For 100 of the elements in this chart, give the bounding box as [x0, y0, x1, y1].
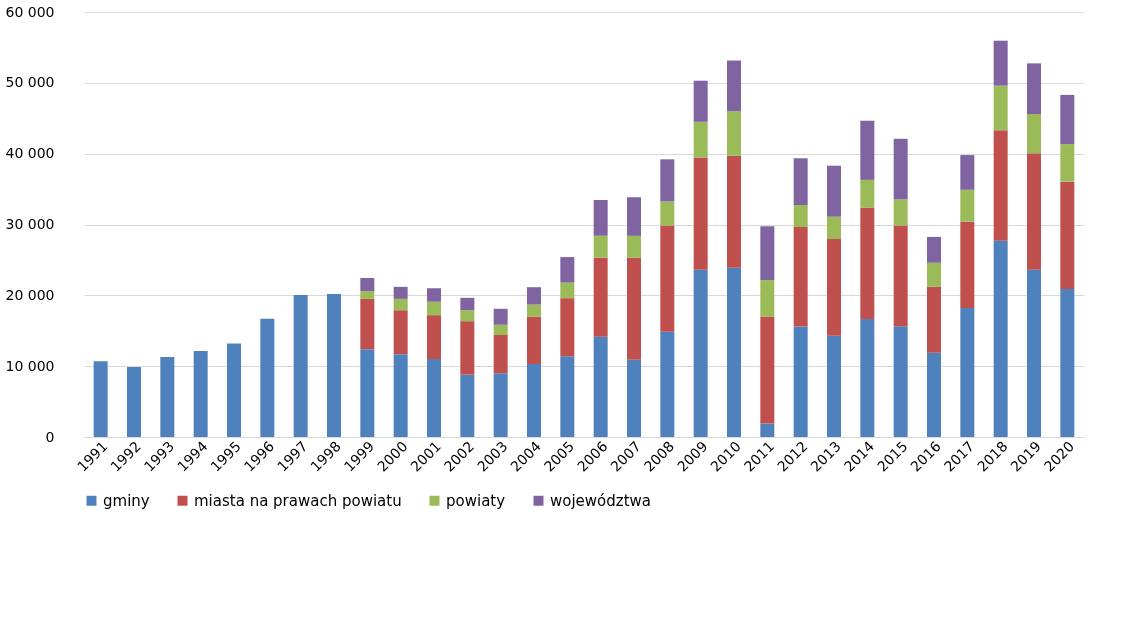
bar	[1027, 114, 1041, 154]
bar	[160, 356, 175, 437]
bar	[927, 352, 941, 437]
y-tick-label: 0	[45, 428, 55, 445]
bar	[960, 155, 975, 190]
bar	[727, 267, 741, 437]
bar	[793, 158, 808, 206]
bar	[427, 288, 441, 302]
bar	[393, 354, 408, 437]
bar	[727, 155, 741, 268]
bar	[393, 298, 408, 311]
bar	[660, 331, 675, 437]
bar	[927, 236, 941, 263]
legend-label: województwa	[550, 491, 652, 510]
bar	[360, 298, 375, 350]
bar	[493, 335, 508, 374]
bar	[827, 216, 841, 240]
bar	[693, 157, 708, 270]
bar	[860, 179, 875, 208]
bar	[1060, 144, 1075, 182]
bar	[427, 359, 441, 437]
bar	[393, 286, 408, 299]
bar	[427, 301, 441, 316]
bar	[1060, 94, 1075, 145]
bar	[193, 350, 208, 437]
bar	[760, 280, 775, 317]
bar	[227, 343, 241, 437]
bar	[793, 226, 808, 327]
bar	[693, 80, 708, 122]
bar	[627, 197, 641, 236]
bar	[527, 304, 541, 317]
bar	[493, 373, 508, 437]
bar	[760, 226, 775, 281]
bar	[693, 121, 708, 158]
bar	[893, 225, 908, 327]
bar	[993, 130, 1008, 241]
y-tick-label: 40 000	[5, 145, 55, 162]
bar	[727, 111, 741, 156]
bar	[527, 316, 541, 365]
bar	[993, 40, 1008, 86]
bar	[460, 321, 475, 375]
bar	[527, 287, 541, 305]
bar	[993, 85, 1008, 131]
bar	[727, 60, 741, 112]
bar	[693, 269, 708, 437]
y-tick-label: 60 000	[5, 3, 55, 20]
y-tick-label: 50 000	[5, 74, 55, 91]
legend-label: gminy	[103, 491, 150, 510]
bar	[960, 189, 975, 222]
bar	[1060, 288, 1075, 437]
bar	[360, 349, 375, 437]
bar	[1060, 181, 1075, 289]
bar	[793, 205, 808, 227]
bar	[93, 361, 108, 437]
bar	[293, 294, 308, 437]
y-tick-label: 30 000	[5, 216, 55, 232]
bar	[527, 364, 541, 437]
bar	[927, 286, 941, 353]
bar	[893, 326, 908, 437]
bar	[560, 298, 575, 357]
bar	[893, 138, 908, 200]
bar	[627, 257, 641, 360]
y-tick-label: 10 000	[5, 357, 55, 374]
bar	[393, 310, 408, 355]
bar	[1027, 63, 1041, 114]
bar	[660, 159, 675, 202]
bar	[427, 315, 441, 360]
bar	[760, 423, 775, 437]
bar	[360, 277, 375, 292]
bar	[993, 240, 1008, 437]
bar	[827, 165, 841, 217]
bar	[860, 319, 875, 437]
bar	[460, 297, 475, 311]
bar	[760, 316, 775, 424]
bar	[260, 318, 275, 437]
bar	[593, 336, 608, 437]
legend-label: powiaty	[446, 491, 506, 510]
bar	[360, 291, 375, 299]
bar	[927, 262, 941, 287]
bar	[827, 335, 841, 437]
bar	[460, 310, 475, 322]
bar	[627, 235, 641, 258]
bar	[660, 225, 675, 332]
bar	[560, 257, 575, 283]
bar	[627, 359, 641, 437]
bar	[960, 308, 975, 437]
bar	[960, 221, 975, 309]
bar	[827, 239, 841, 336]
bar	[593, 200, 608, 236]
legend-label: miasta na prawach powiatu	[194, 491, 402, 510]
bar	[593, 235, 608, 258]
bar	[1027, 153, 1041, 270]
bar	[660, 201, 675, 226]
bar	[860, 120, 875, 180]
bar	[460, 374, 475, 437]
bar	[493, 308, 508, 325]
bar	[560, 282, 575, 299]
bar	[893, 199, 908, 226]
bar	[560, 356, 575, 437]
bar	[127, 366, 141, 437]
